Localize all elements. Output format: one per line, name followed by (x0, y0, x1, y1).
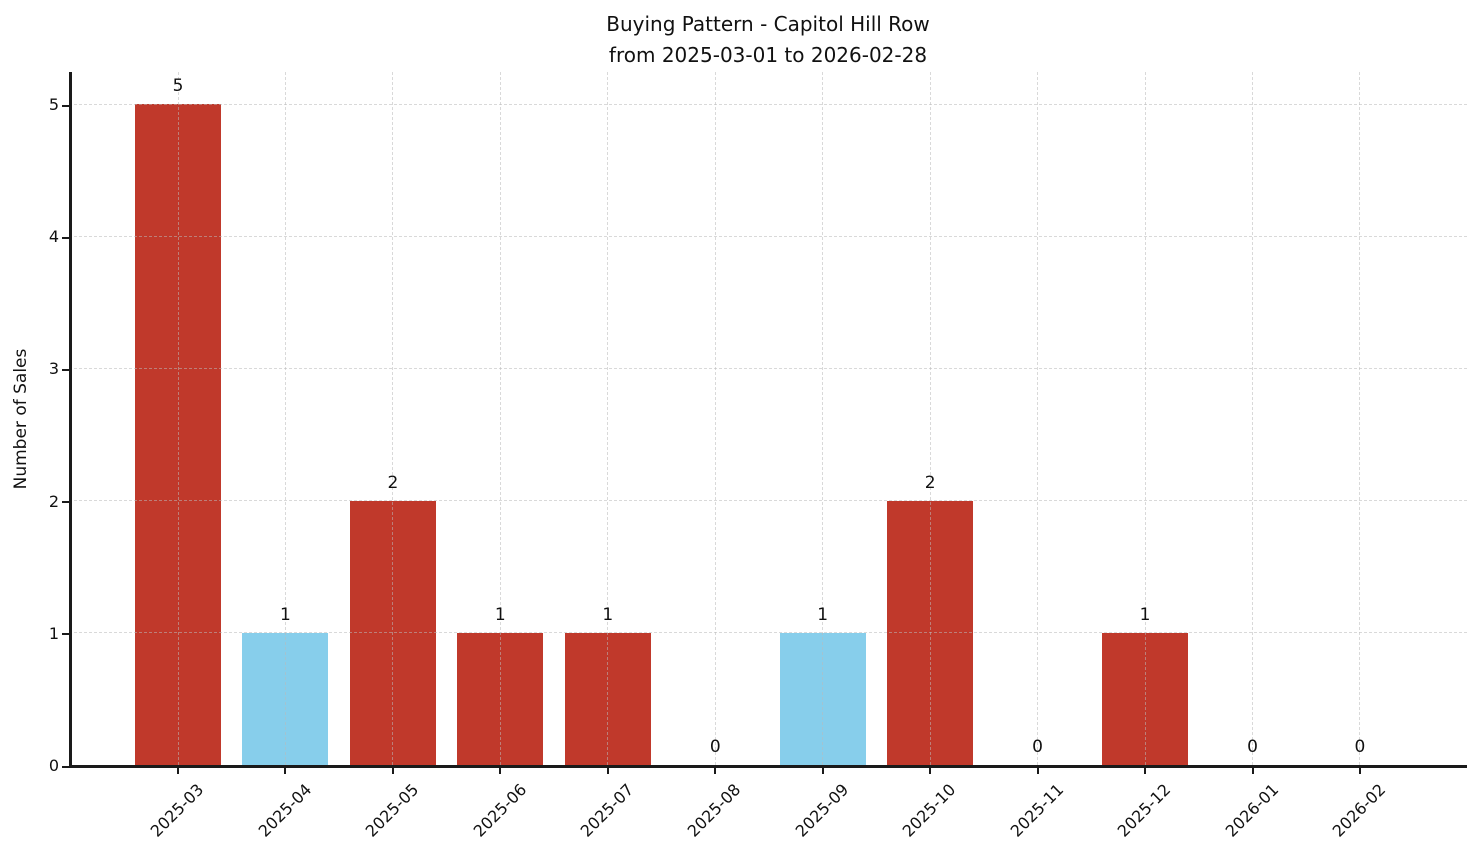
gridline-horizontal-5 (69, 103, 1467, 105)
x-tick-mark-2026-01 (1251, 768, 1254, 774)
y-tick-label-3: 3 (48, 359, 59, 379)
x-tick-label-2026-02: 2026-02 (1328, 780, 1390, 841)
gridline-horizontal-3 (69, 367, 1467, 369)
bar-value-label-2025-10: 2 (924, 472, 936, 493)
x-tick-label-2025-12: 2025-12 (1113, 780, 1175, 841)
gridline-vertical-2025-03 (177, 72, 179, 765)
x-tick-label-2025-05: 2025-05 (361, 780, 423, 841)
x-tick-label-2025-10: 2025-10 (898, 780, 960, 841)
gridline-vertical-2025-10 (929, 72, 931, 765)
x-tick-label-2025-09: 2025-09 (791, 780, 853, 841)
bar-value-label-2025-09: 1 (817, 604, 829, 625)
bar-value-label-2025-06: 1 (494, 604, 506, 625)
gridline-horizontal-1 (69, 632, 1467, 634)
gridline-vertical-2025-09 (822, 72, 824, 765)
bar-value-label-2025-08: 0 (709, 737, 721, 757)
bar-value-label-2025-07: 1 (602, 604, 614, 625)
x-tick-mark-2025-11 (1036, 768, 1039, 774)
gridline-vertical-2025-04 (284, 72, 286, 765)
gridline-horizontal-4 (69, 235, 1467, 237)
x-tick-label-2025-03: 2025-03 (146, 780, 208, 841)
x-tick-mark-2025-10 (929, 768, 932, 774)
y-tick-mark-5 (62, 104, 69, 107)
gridline-vertical-2025-11 (1037, 72, 1039, 765)
gridline-vertical-2025-12 (1144, 72, 1146, 765)
x-tick-label-2025-08: 2025-08 (683, 780, 745, 841)
gridline-vertical-2025-05 (392, 72, 394, 765)
chart-title-line1: Buying Pattern - Capitol Hill Row (606, 12, 930, 36)
x-tick-label-2025-11: 2025-11 (1006, 780, 1068, 841)
x-tick-mark-2025-04 (284, 768, 287, 774)
y-tick-mark-0 (62, 765, 69, 768)
chart-title: Buying Pattern - Capitol Hill Row from 2… (69, 9, 1467, 71)
x-tick-label-2025-04: 2025-04 (254, 780, 315, 841)
bar-value-label-2025-12: 1 (1139, 604, 1151, 625)
x-tick-mark-2025-03 (177, 768, 179, 774)
gridline-vertical-2026-01 (1252, 72, 1253, 765)
x-tick-label-2025-07: 2025-07 (576, 780, 638, 841)
x-tick-mark-2025-07 (606, 768, 609, 774)
x-tick-mark-2026-02 (1358, 768, 1361, 774)
gridline-vertical-2025-06 (499, 72, 501, 765)
bar-value-label-2025-03: 5 (172, 76, 184, 96)
y-tick-label-2: 2 (48, 491, 59, 511)
x-tick-mark-2025-05 (391, 768, 394, 774)
y-tick-label-0: 0 (48, 756, 59, 775)
y-tick-label-1: 1 (48, 623, 59, 643)
x-tick-mark-2025-08 (714, 768, 717, 774)
y-tick-label-4: 4 (48, 227, 59, 247)
x-tick-label-2026-01: 2026-01 (1221, 780, 1282, 841)
gridline-vertical-2025-08 (714, 72, 716, 765)
chart-title-line2: from 2025-03-01 to 2026-02-28 (608, 43, 928, 67)
bar-value-label-2026-01: 0 (1247, 737, 1258, 757)
bar-value-label-2025-11: 0 (1032, 737, 1043, 757)
bar-value-label-2025-04: 1 (280, 604, 291, 625)
y-tick-mark-3 (62, 368, 69, 371)
y-tick-mark-2 (62, 501, 69, 504)
gridline-horizontal-2 (69, 500, 1467, 502)
y-tick-mark-1 (62, 633, 69, 636)
gridline-vertical-2026-02 (1359, 72, 1361, 765)
x-tick-mark-2025-09 (821, 768, 824, 774)
gridline-vertical-2025-07 (607, 72, 609, 765)
y-axis-spine (69, 72, 72, 768)
x-tick-mark-2025-12 (1144, 768, 1147, 774)
y-tick-label-5: 5 (48, 95, 59, 114)
bar-value-label-2026-02: 0 (1354, 737, 1366, 757)
y-tick-mark-4 (62, 236, 69, 239)
bar-value-label-2025-05: 2 (387, 472, 399, 493)
x-axis-spine (69, 765, 1467, 768)
x-tick-label-2025-06: 2025-06 (469, 780, 530, 841)
x-tick-mark-2025-06 (499, 768, 502, 774)
